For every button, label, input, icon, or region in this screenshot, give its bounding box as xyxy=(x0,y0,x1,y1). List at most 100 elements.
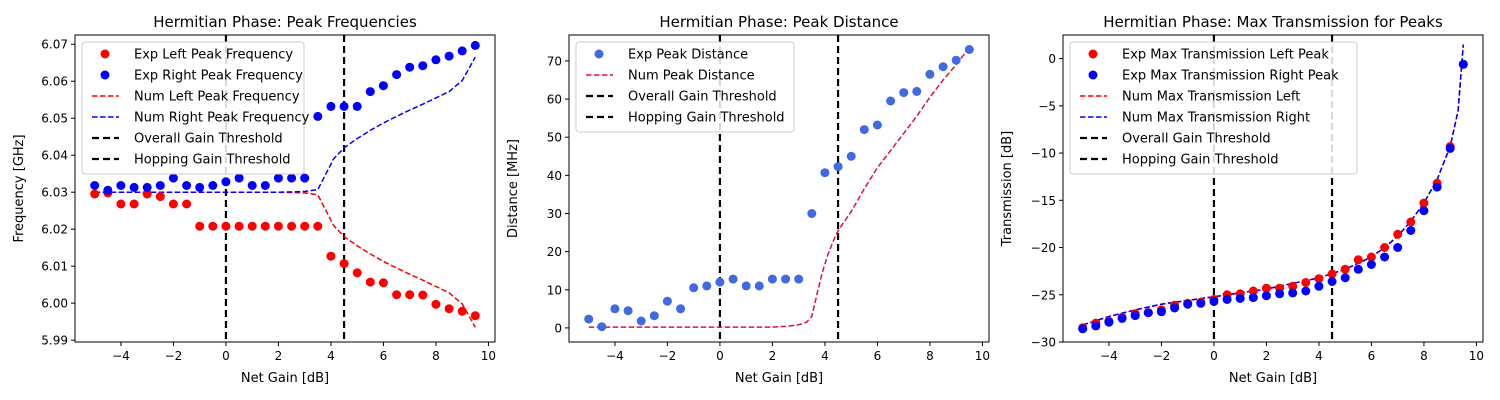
x-tick-label: 4 xyxy=(327,349,335,363)
y-tick-label: −15 xyxy=(1031,194,1056,208)
data-point xyxy=(444,304,454,314)
data-point xyxy=(1327,277,1337,286)
data-point xyxy=(155,192,165,202)
legend-marker xyxy=(100,70,110,80)
data-point xyxy=(610,304,620,314)
data-point xyxy=(168,199,178,209)
plot-frame xyxy=(568,34,990,343)
x-axis-label: Net Gain [dB] xyxy=(735,371,823,386)
data-point xyxy=(195,221,205,231)
x-axis-label: Net Gain [dB] xyxy=(1229,371,1317,386)
chart-title: Hermitian Phase: Max Transmission for Pe… xyxy=(1103,13,1443,31)
data-point xyxy=(623,306,633,316)
data-point xyxy=(378,278,388,288)
legend-marker xyxy=(100,49,110,59)
y-tick-label: 0 xyxy=(554,321,562,335)
series-line xyxy=(588,47,970,328)
data-point xyxy=(431,299,441,309)
y-tick-label: −25 xyxy=(1031,288,1056,302)
x-tick-label: 0 xyxy=(222,349,230,363)
data-point xyxy=(273,221,283,231)
legend-box xyxy=(1069,41,1358,175)
data-point xyxy=(1170,303,1180,313)
data-point xyxy=(1432,182,1442,192)
data-point xyxy=(1366,252,1376,262)
data-point xyxy=(221,221,231,231)
data-point xyxy=(1366,260,1376,269)
data-point xyxy=(182,181,192,190)
y-axis-label: Transmission [dB] xyxy=(1000,131,1015,247)
legend-label: Overall Gain Threshold xyxy=(628,90,777,105)
data-point xyxy=(392,70,402,80)
data-point xyxy=(597,322,607,332)
legend-label: Hopping Gain Threshold xyxy=(1122,153,1279,168)
plot-frame xyxy=(74,34,496,343)
legend-label: Num Peak Distance xyxy=(628,69,755,84)
data-point xyxy=(182,199,192,209)
data-point xyxy=(90,181,100,190)
data-point xyxy=(365,87,375,97)
data-point xyxy=(287,173,297,183)
data-point xyxy=(392,290,402,300)
data-point xyxy=(142,182,152,192)
series-line xyxy=(94,56,476,193)
data-point xyxy=(418,61,428,71)
data-point xyxy=(300,221,310,231)
legend-label: Exp Right Peak Frequency xyxy=(134,69,303,84)
data-point xyxy=(313,221,323,231)
data-point xyxy=(951,55,961,65)
data-point xyxy=(260,181,270,190)
x-tick-label: 10 xyxy=(481,349,496,363)
y-tick-label: −20 xyxy=(1031,241,1056,255)
data-point xyxy=(1419,198,1429,208)
data-point xyxy=(1301,286,1311,296)
data-point xyxy=(781,274,791,284)
data-point xyxy=(938,62,948,72)
y-tick-label: 6.00 xyxy=(41,297,68,311)
data-point xyxy=(1078,324,1088,334)
data-point xyxy=(103,185,113,195)
data-point xyxy=(636,316,646,326)
x-tick-label: −4 xyxy=(1100,349,1118,363)
data-point xyxy=(925,69,935,79)
chart-peak-frequencies: Hermitian Phase: Peak Frequencies −4 −2 0 2 4… xyxy=(12,13,496,386)
data-point xyxy=(689,283,699,293)
y-tick-label: 70 xyxy=(547,54,562,68)
chart-title: Hermitian Phase: Peak Distance xyxy=(659,13,898,31)
data-point xyxy=(195,182,205,192)
data-point xyxy=(1248,286,1258,296)
legend-label: Exp Peak Distance xyxy=(628,48,748,63)
x-tick-label: 0 xyxy=(1210,349,1218,363)
data-point xyxy=(168,173,178,183)
x-tick-label: 8 xyxy=(1420,349,1428,363)
y-tick-label: 6.07 xyxy=(41,38,68,52)
data-point xyxy=(1288,281,1298,291)
data-point xyxy=(807,209,817,218)
x-tick-label: 2 xyxy=(769,349,777,363)
y-tick-label: −10 xyxy=(1031,147,1056,161)
data-point xyxy=(208,181,218,190)
data-point xyxy=(1104,317,1114,327)
x-tick-label: −4 xyxy=(112,349,130,363)
y-tick-label: 60 xyxy=(547,93,562,107)
data-point xyxy=(767,274,777,284)
data-point xyxy=(1261,291,1271,301)
legend-label: Overall Gain Threshold xyxy=(134,132,283,147)
data-point xyxy=(326,251,336,261)
data-point xyxy=(247,221,257,231)
legend-box xyxy=(81,41,305,175)
data-point xyxy=(352,268,362,278)
y-axis-label: Distance [MHz] xyxy=(506,139,521,238)
y-tick-label: 5.99 xyxy=(41,334,68,348)
legend-marker xyxy=(594,49,604,59)
data-point xyxy=(470,311,480,321)
data-point xyxy=(90,189,100,199)
data-point xyxy=(1340,273,1350,283)
plot-frame xyxy=(1062,34,1484,343)
x-tick-label: −2 xyxy=(1153,349,1171,363)
y-tick-label: 0 xyxy=(1048,52,1056,66)
y-tick-label: 6.06 xyxy=(41,75,68,89)
data-point xyxy=(886,96,896,106)
data-point xyxy=(1406,226,1416,235)
